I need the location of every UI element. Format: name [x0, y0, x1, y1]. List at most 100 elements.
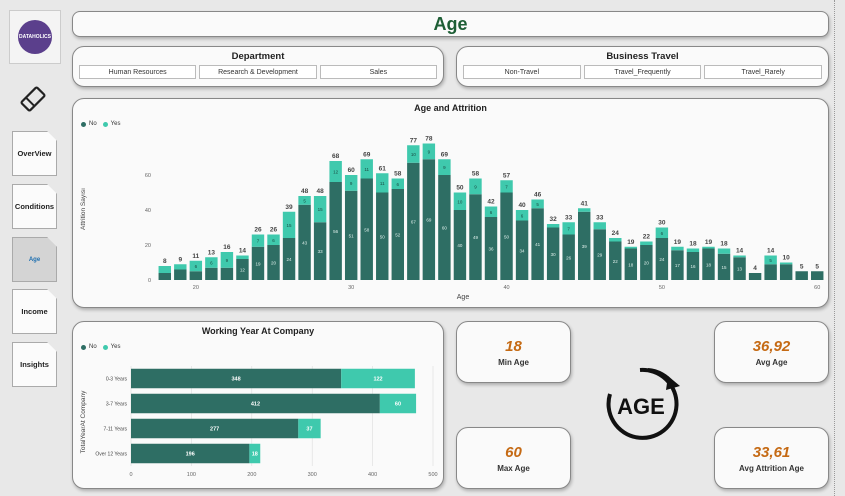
legend-yes-marker: [102, 121, 108, 127]
age-bar-yes-label: 11: [364, 167, 369, 172]
age-bar-no: [686, 252, 700, 280]
age-bar-no: [640, 245, 653, 280]
slicer-item-human-resources[interactable]: Human Resources: [79, 65, 197, 79]
age-bar-total-label: 41: [581, 200, 589, 207]
age-bar-yes: [640, 241, 653, 245]
department-slicer: Department Human Resources Research & De…: [72, 46, 444, 87]
slicer-item-sales[interactable]: Sales: [319, 65, 437, 79]
nav-conditions[interactable]: Conditions: [12, 184, 57, 229]
age-bar-no: [391, 189, 405, 280]
slicer-item-travel-frequently[interactable]: Travel_Frequently: [583, 65, 702, 79]
age-bar-no: [174, 269, 187, 280]
kpi-max-age-label: Max Age: [497, 463, 530, 473]
age-bar-total-label: 26: [270, 227, 278, 234]
logo-mark: DATAHOLICS: [18, 20, 52, 54]
age-bar-total-label: 10: [783, 255, 791, 262]
work-bar-no: [131, 443, 250, 464]
work-bar-no: [131, 393, 380, 414]
kpi-avg-attrition-age-value: 33,61: [752, 443, 791, 461]
age-chart-ytick: 0: [148, 278, 151, 284]
work-bar-yes-label: 18: [252, 452, 258, 458]
age-bar-yes-label: 7: [567, 226, 570, 231]
work-chart-category-label: 7-11 Years: [103, 427, 127, 433]
slicer-item-research-development[interactable]: Research & Development: [199, 65, 317, 79]
age-bar-no-label: 41: [535, 242, 541, 247]
business-travel-slicer-title: Business Travel: [606, 51, 679, 62]
age-bar-total-label: 5: [815, 263, 819, 270]
age-bar-no-label: 13: [737, 267, 743, 272]
age-bar-no: [407, 162, 420, 280]
age-chart-xtick: 60: [814, 285, 820, 291]
age-bar-yes-label: 6: [661, 231, 664, 236]
age-bar-no-label: 49: [473, 235, 479, 240]
age-bar-yes: [438, 159, 451, 175]
nav-conditions-label: Conditions: [14, 202, 55, 211]
age-bar-yes: [453, 192, 467, 210]
age-bar-total-label: 40: [518, 202, 526, 209]
age-bar-no-label: 51: [349, 233, 355, 238]
age-bar-no-label: 19: [255, 261, 261, 266]
age-bar-yes-label: 9: [474, 184, 477, 189]
slicer-item-travel-rarely[interactable]: Travel_Rarely: [704, 65, 823, 79]
working-year-chart-card: Working Year At Company No Yes TotalYear…: [72, 321, 444, 489]
age-bar-total-label: 5: [800, 263, 804, 270]
age-chart-xtick: 50: [659, 285, 665, 291]
work-chart-xtick: 500: [428, 472, 437, 478]
nav-income-label: Income: [21, 307, 48, 316]
kpi-min-age-value: 18: [505, 337, 522, 355]
work-bar-no-label: 277: [210, 427, 219, 433]
work-chart-title: Working Year At Company: [201, 326, 315, 336]
age-bar-no: [376, 192, 389, 280]
age-chart-title: Age and Attrition: [414, 103, 487, 113]
age-bar-yes-label: 12: [333, 170, 339, 175]
age-bar-yes: [717, 248, 731, 254]
age-bar-yes-label: 6: [195, 264, 198, 269]
age-bar-yes: [562, 222, 575, 235]
age-bar-no-label: 33: [318, 249, 324, 254]
work-bar-yes: [249, 443, 261, 464]
age-bar-yes-label: 11: [380, 181, 385, 186]
age-bar-yes: [609, 238, 622, 242]
age-attrition-chart-card: Age and Attrition No Yes Attrition Sayıs…: [72, 98, 829, 308]
age-bar-total-label: 33: [565, 214, 573, 221]
age-bar-total-label: 58: [472, 171, 480, 178]
nav-income[interactable]: Income: [12, 289, 57, 334]
kpi-max-age-value: 60: [505, 443, 522, 461]
age-bar-yes: [655, 227, 669, 238]
slicer-item-non-travel[interactable]: Non-Travel: [463, 65, 581, 79]
age-bar-yes: [531, 199, 544, 209]
age-bar-no-label: 34: [520, 248, 526, 253]
age-bar-no: [298, 204, 311, 280]
age-bar-total-label: 8: [163, 258, 167, 265]
age-bar-no-label: 67: [411, 219, 417, 224]
age-bar-total-label: 48: [301, 188, 309, 195]
age-bar-no-label: 52: [395, 233, 401, 238]
age-bar-yes: [702, 246, 715, 249]
age-bar-no-label: 18: [706, 262, 712, 267]
age-bar-no: [453, 210, 467, 280]
age-bar-total-label: 77: [410, 137, 418, 144]
age-bar-total-label: 48: [316, 188, 324, 195]
nav-insights[interactable]: Insights: [12, 342, 57, 387]
age-bar-total-label: 69: [363, 151, 371, 158]
age-bar-yes: [313, 196, 327, 223]
age-bar-no: [469, 194, 482, 280]
age-logo-text: AGE: [617, 394, 665, 419]
age-bar-no: [500, 192, 513, 280]
age-bar-yes: [515, 210, 529, 221]
age-bar-total-label: 32: [550, 216, 558, 223]
age-bar-yes: [174, 264, 187, 270]
kpi-min-age-label: Min Age: [498, 357, 529, 367]
age-bar-total-label: 50: [456, 185, 464, 192]
kpi-avg-age-value: 36,92: [752, 337, 791, 355]
legend-yes-label: Yes: [110, 121, 121, 127]
age-bar-yes: [205, 257, 218, 268]
age-bar-yes: [251, 234, 265, 247]
nav-age[interactable]: Age: [12, 237, 57, 282]
age-bar-yes: [282, 211, 296, 238]
nav-overview[interactable]: OverView: [12, 131, 57, 176]
age-bar-total-label: 33: [596, 214, 604, 221]
age-bar-total-label: 69: [441, 151, 449, 158]
age-bar-no-label: 16: [690, 264, 696, 269]
eraser-icon[interactable]: [16, 82, 50, 116]
